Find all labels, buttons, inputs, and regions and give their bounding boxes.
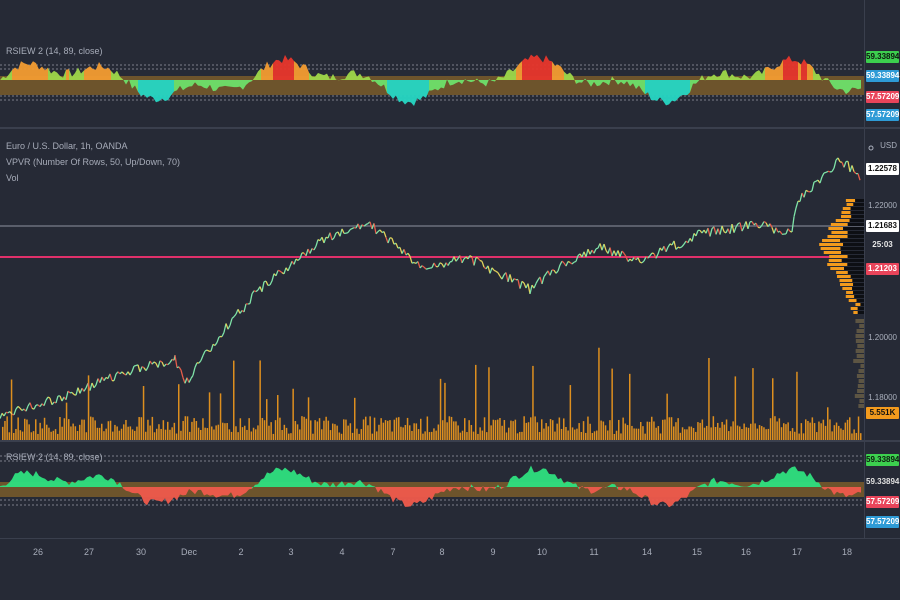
bottom-rsi-chart bbox=[0, 455, 865, 508]
bottom-indicator-scale[interactable]: 59.33894 59.33894 57.57209 57.57209 bbox=[864, 442, 900, 538]
time-axis-label: 18 bbox=[841, 547, 853, 557]
main-price-pane[interactable]: Euro / U.S. Dollar, 1h, OANDA VPVR (Numb… bbox=[0, 129, 900, 440]
time-axis-label: 30 bbox=[135, 547, 147, 557]
bottom-tag-upper-1: 59.33894 bbox=[866, 454, 900, 466]
time-axis-label: 10 bbox=[536, 547, 548, 557]
volume-tag: 5.551K bbox=[866, 407, 899, 419]
top-indicator-scale[interactable]: 59.33894 59.33894 57.57209 57.57209 bbox=[864, 0, 900, 127]
time-axis-label: 17 bbox=[791, 547, 803, 557]
top-tag-upper-2: 59.33894 bbox=[866, 70, 900, 82]
top-indicator-pane[interactable]: RSIEW 2 (14, 89, close) 59.33894 59.3389… bbox=[0, 0, 900, 127]
price-tag-current: 1.21203 bbox=[866, 263, 899, 275]
price-tick-1: 1.22000 bbox=[868, 201, 897, 210]
price-scale[interactable]: USD 1.22578 1.22000 1.21683 25:03 1.2120… bbox=[864, 129, 900, 440]
top-tag-lower-2: 57.57209 bbox=[866, 109, 900, 121]
price-tick-2: 1.20000 bbox=[868, 333, 897, 342]
price-chart bbox=[0, 157, 865, 440]
countdown-tag: 25:03 bbox=[866, 239, 899, 251]
scale-settings-icon[interactable] bbox=[866, 143, 876, 153]
time-axis-label: 8 bbox=[439, 547, 445, 557]
main-legend: Euro / U.S. Dollar, 1h, OANDA VPVR (Numb… bbox=[6, 140, 180, 184]
currency-label: USD bbox=[880, 141, 897, 150]
top-indicator-legend[interactable]: RSIEW 2 (14, 89, close) bbox=[6, 46, 103, 56]
bottom-tag-upper-2: 59.33894 bbox=[866, 476, 900, 488]
vpvr-legend[interactable]: VPVR (Number Of Rows, 50, Up/Down, 70) bbox=[6, 157, 181, 167]
time-axis-label: 15 bbox=[691, 547, 703, 557]
time-axis-label: Dec bbox=[180, 547, 198, 557]
bottom-indicator-legend[interactable]: RSIEW 2 (14, 89, close) bbox=[6, 452, 103, 462]
top-tag-lower-1: 57.57209 bbox=[866, 91, 900, 103]
time-axis-label: 4 bbox=[339, 547, 345, 557]
bottom-indicator-plot[interactable] bbox=[0, 442, 865, 538]
time-axis-label: 11 bbox=[589, 547, 599, 557]
time-axis[interactable]: 26 27 30 Dec 2 3 4 7 8 9 10 11 14 15 16 17 18 bbox=[0, 539, 900, 600]
price-tag-last: 1.22578 bbox=[866, 163, 899, 175]
top-indicator-plot[interactable] bbox=[0, 0, 865, 127]
top-rsi-chart bbox=[0, 54, 865, 106]
top-tag-upper-1: 59.33894 bbox=[866, 51, 900, 63]
pane-divider-axis bbox=[0, 538, 900, 539]
bottom-indicator-pane[interactable]: RSIEW 2 (14, 89, close) 59.33894 59.3389… bbox=[0, 442, 900, 538]
price-tick-3: 1.18000 bbox=[868, 393, 897, 402]
price-tag-line: 1.21683 bbox=[866, 220, 899, 232]
time-axis-label: 7 bbox=[390, 547, 396, 557]
bottom-tag-lower-1: 57.57209 bbox=[866, 496, 900, 508]
time-axis-label: 9 bbox=[490, 547, 496, 557]
time-axis-label: 26 bbox=[32, 547, 44, 557]
time-axis-label: 2 bbox=[238, 547, 244, 557]
price-plot[interactable] bbox=[0, 129, 865, 440]
time-axis-label: 14 bbox=[641, 547, 653, 557]
time-axis-label: 3 bbox=[288, 547, 294, 557]
pane-divider-bottom[interactable] bbox=[0, 440, 900, 442]
volume-legend[interactable]: Vol bbox=[6, 173, 19, 183]
symbol-title[interactable]: Euro / U.S. Dollar, 1h, OANDA bbox=[6, 141, 128, 151]
time-axis-label: 27 bbox=[83, 547, 95, 557]
pane-divider-top[interactable] bbox=[0, 127, 900, 129]
time-axis-label: 16 bbox=[740, 547, 752, 557]
bottom-tag-lower-2: 57.57209 bbox=[866, 516, 900, 528]
